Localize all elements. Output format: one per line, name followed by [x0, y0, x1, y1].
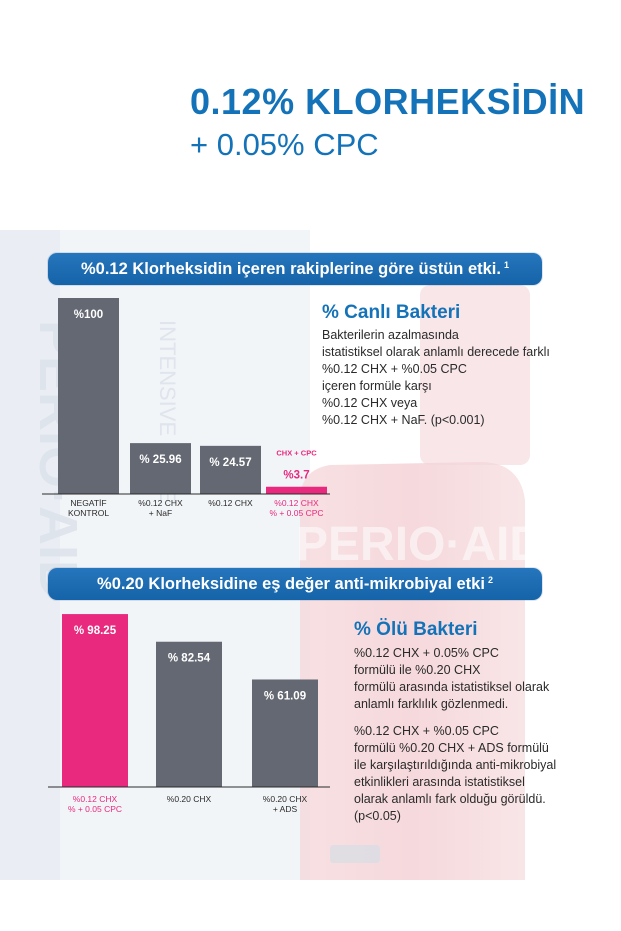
headline-subtitle: + 0.05% CPC: [190, 127, 379, 162]
section2-line: anlamlı farklılık gözlenmedi.: [354, 697, 509, 711]
section1-line: Bakterilerin azalmasında: [322, 328, 459, 342]
section1-side-body: Bakterilerin azalmasında istatistiksel o…: [322, 327, 582, 429]
section2-banner: %0.20 Klorheksidine eş değer anti-mikrob…: [48, 568, 542, 600]
section1-banner-ref: 1: [503, 260, 509, 270]
product-box-edge: [0, 230, 60, 880]
product-logo-box: PERIO·AID: [28, 320, 88, 599]
section2-line: formülü ile %0.20 CHX: [354, 663, 481, 677]
section1-line: %0.12 CHX veya: [322, 396, 418, 410]
section1-banner: %0.12 Klorheksidin içeren rakiplerine gö…: [48, 253, 542, 285]
product-logo-bottle: PERIO·AID: [296, 518, 544, 571]
section2-line: ile karşılaştırıldığında anti-mikrobiyal: [354, 758, 557, 772]
section2-paragraph-1: %0.12 CHX + 0.05% CPC formülü ile %0.20 …: [354, 645, 584, 713]
section2-paragraph-2: %0.12 CHX + %0.05 CPC formülü %0.20 CHX …: [354, 723, 584, 825]
section2-banner-ref: 2: [487, 575, 493, 585]
section2-line: etkinlikleri arasında istatistiksel: [354, 775, 525, 789]
section1-side-title: % Canlı Bakteri: [322, 302, 461, 323]
section1-line: %0.12 CHX + NaF. (p<0.001): [322, 413, 485, 427]
section2-side-body: %0.12 CHX + 0.05% CPC formülü ile %0.20 …: [354, 645, 584, 835]
section2-line: formülü arasında istatistiksel olarak: [354, 680, 550, 694]
product-bottle-cap: [420, 285, 530, 465]
product-bottle-shape: [300, 462, 525, 880]
section2-side-title: % Ölü Bakteri: [354, 619, 478, 640]
product-box-subtitle: INTENSIVE CARE: [155, 320, 180, 503]
section2-banner-text: %0.20 Klorheksidine eş değer anti-mikrob…: [97, 574, 485, 593]
headline-title: 0.12% KLORHEKSİDİN: [190, 81, 586, 122]
section2-line: %0.12 CHX + 0.05% CPC: [354, 646, 499, 660]
product-box-badge: [330, 845, 380, 863]
section2-line: formülü %0.20 CHX + ADS formülü: [354, 741, 549, 755]
section2-line: (p<0.05): [354, 809, 401, 823]
section1-banner-text: %0.12 Klorheksidin içeren rakiplerine gö…: [81, 259, 501, 278]
section2-line: olarak anlamlı fark olduğu görüldü.: [354, 792, 546, 806]
section2-line: %0.12 CHX + %0.05 CPC: [354, 724, 499, 738]
section1-line: istatistiksel olarak anlamlı derecede fa…: [322, 345, 550, 359]
headline: 0.12% KLORHEKSİDİN + 0.05% CPC: [190, 82, 585, 166]
section1-line: içeren formüle karşı: [322, 379, 432, 393]
section1-line: %0.12 CHX + %0.05 CPC: [322, 362, 467, 376]
